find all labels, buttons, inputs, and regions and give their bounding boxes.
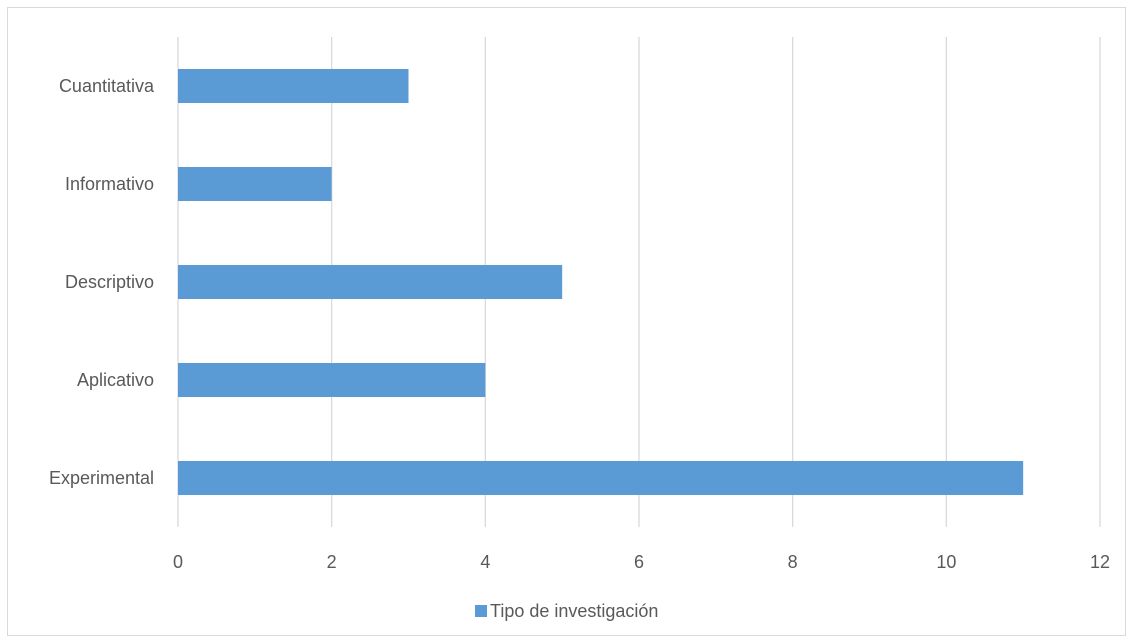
category-labels: Experimental Aplicativo Descriptivo Informa…: [49, 76, 155, 488]
category-label-experimental: Experimental: [49, 468, 154, 488]
legend-label: Tipo de investigación: [490, 601, 658, 621]
bar-informativo: [178, 167, 332, 201]
x-tick-label: 8: [788, 552, 798, 572]
x-tick-label: 4: [480, 552, 490, 572]
category-label-cuantitativa: Cuantitativa: [59, 76, 155, 96]
x-tick-label: 0: [173, 552, 183, 572]
category-label-aplicativo: Aplicativo: [77, 370, 154, 390]
x-tick-label: 12: [1090, 552, 1110, 572]
x-tick-label: 10: [936, 552, 956, 572]
x-axis-ticks: 0 2 4 6 8 10 12: [173, 552, 1110, 572]
bar-aplicativo: [178, 363, 486, 397]
category-label-informativo: Informativo: [65, 174, 154, 194]
bar-experimental: [178, 461, 1024, 495]
legend: Tipo de investigación: [475, 601, 658, 621]
x-tick-label: 2: [327, 552, 337, 572]
bar-cuantitativa: [178, 69, 409, 103]
legend-swatch: [475, 605, 487, 617]
bars: [178, 69, 1024, 495]
chart-frame: [7, 7, 1126, 636]
bar-descriptivo: [178, 265, 563, 299]
category-label-descriptivo: Descriptivo: [65, 272, 154, 292]
x-tick-label: 6: [634, 552, 644, 572]
gridlines: [177, 37, 1101, 527]
